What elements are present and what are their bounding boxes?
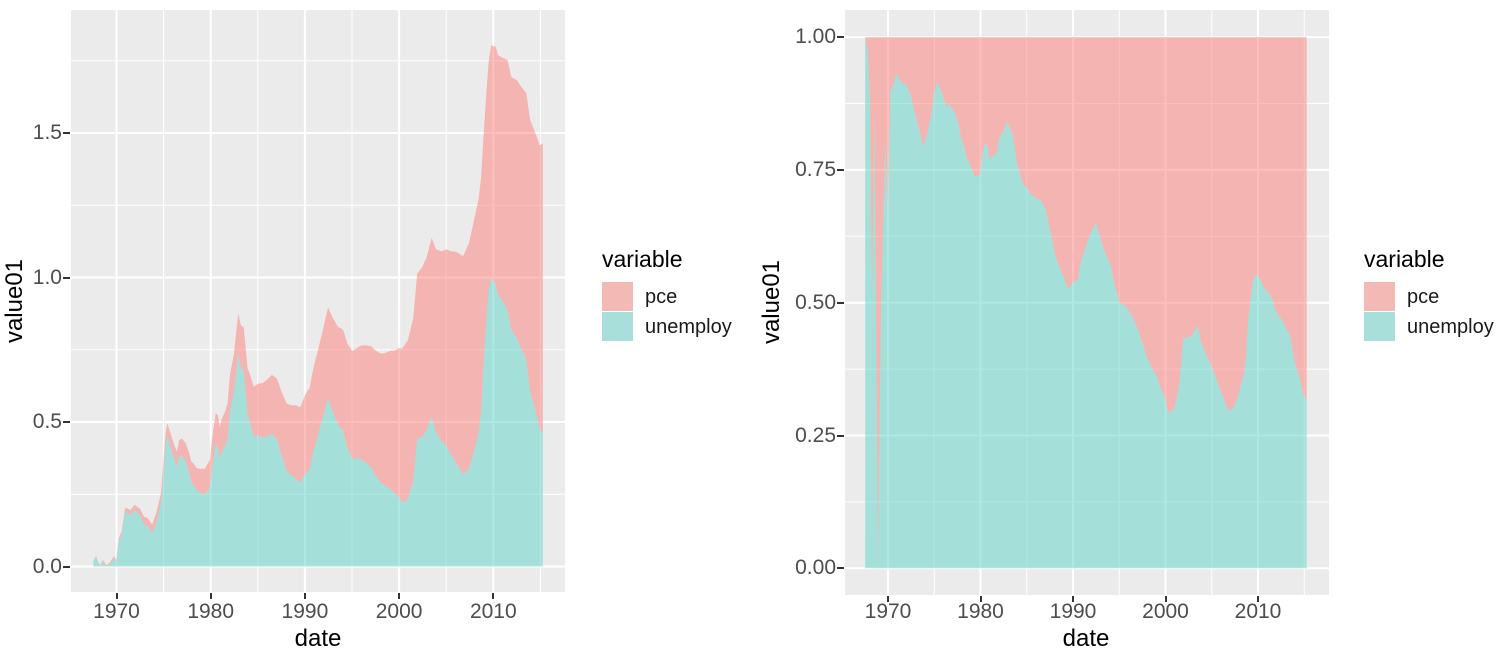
y-tick-mark [63,276,70,279]
y-tick-label: 0.00 [795,556,836,580]
legend-label-pce: pce [1407,286,1440,308]
x-tick-mark [492,593,495,599]
x-tick-mark [1164,596,1167,602]
area-unemploy-left [93,277,543,567]
x-tick-label: 2010 [1234,600,1282,623]
y-tick-label: 1.0 [32,265,62,289]
x-tick-label: 1980 [957,600,1004,623]
area-pce-right [865,37,1307,569]
y-tick-label: 0.0 [32,554,62,578]
x-tick-label: 2010 [469,600,517,623]
x-tick-mark [209,593,212,599]
legend-title: variable [602,246,683,272]
y-tick-mark [837,301,844,304]
y-tick-label: 0.25 [795,423,836,447]
y-tick-label: 1.00 [795,25,836,49]
area-pce-left [93,45,543,567]
legend-label-unemploy: unemploy [645,316,732,338]
x-tick-label: 2000 [1142,600,1189,623]
x-tick-mark [887,596,889,602]
x-tick-label: 1970 [864,600,912,623]
y-tick-mark [63,565,70,568]
y-tick-mark [63,421,70,423]
x-tick-mark [115,593,118,599]
legend-swatch-unemploy [1364,312,1395,341]
y-tick-label: 0.50 [795,290,836,314]
x-axis-title-right: date [1062,625,1110,652]
y-tick-mark [837,434,844,437]
x-tick-label: 1970 [93,600,140,623]
y-tick-mark [63,132,70,134]
y-tick-label: 0.5 [32,410,62,433]
area-unemploy-right [865,37,1307,569]
x-tick-label: 2000 [375,600,423,623]
x-tick-label: 1990 [1049,600,1097,623]
legend-title: variable [1364,246,1445,272]
legend-swatch-unemploy [602,312,633,341]
y-tick-label: 1.5 [32,121,62,144]
y-tick-label: 0.75 [795,157,836,181]
x-tick-mark [303,593,306,599]
y-tick-mark [837,36,844,39]
x-tick-mark [398,593,401,599]
legend-swatch-pce [602,282,633,311]
legend-swatch-pce [1364,282,1395,311]
y-tick-mark [837,567,844,570]
x-tick-label: 1990 [281,600,329,623]
y-tick-mark [837,168,844,171]
legend-label-pce: pce [645,286,678,308]
x-tick-label: 1980 [187,600,235,623]
x-tick-mark [1072,596,1074,602]
x-tick-mark [1257,596,1259,602]
x-tick-mark [979,596,982,602]
legend-label-unemploy: unemploy [1407,316,1494,338]
x-axis-title-left: date [294,625,342,652]
